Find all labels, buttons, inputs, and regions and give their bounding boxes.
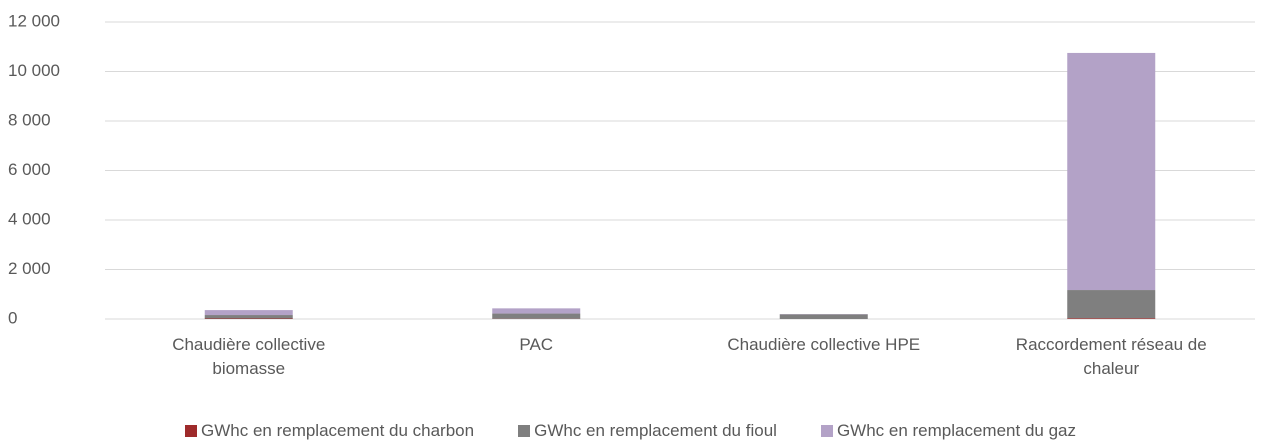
x-tick-label: Chaudière collective HPE [727, 335, 921, 354]
legend-swatch [185, 425, 197, 437]
bar-segment [1067, 290, 1156, 319]
x-tick-label: Raccordement réseau de chaleur [1015, 335, 1207, 378]
legend-swatch [820, 425, 833, 437]
y-tick-label: 6 000 [8, 160, 51, 179]
y-tick-label: 10 000 [8, 61, 60, 80]
legend-label: GWhc en remplacement du gaz [836, 421, 1076, 440]
legend-label: GWhc en remplacement du fioul [534, 421, 777, 440]
x-tick-label: Chaudière collective biomasse [172, 335, 326, 378]
legend-item: GWhc en remplacement du charbon [185, 421, 474, 441]
y-tick-label: 2 000 [8, 259, 51, 278]
bar-segment [1067, 52, 1156, 291]
y-tick-label: 8 000 [8, 110, 51, 129]
legend-item: GWhc en remplacement du gaz [820, 421, 1076, 441]
bar-segment [492, 313, 581, 319]
bar-segment [204, 310, 293, 316]
x-tick-label: PAC [519, 335, 554, 354]
bar-segment [1067, 318, 1156, 319]
legend-item: GWhc en remplacement du fioul [518, 421, 777, 441]
y-tick-label: 12 000 [8, 11, 60, 30]
bar-segment [492, 308, 581, 314]
legend-label: GWhc en remplacement du charbon [201, 421, 475, 440]
y-tick-label: 0 [8, 308, 17, 327]
bar-segment [204, 315, 293, 319]
legend: GWhc en remplacement du charbon GWhc en r… [0, 421, 1261, 441]
bar-segment [779, 314, 868, 319]
y-tick-label: 4 000 [8, 209, 51, 228]
legend-swatch [518, 425, 531, 437]
